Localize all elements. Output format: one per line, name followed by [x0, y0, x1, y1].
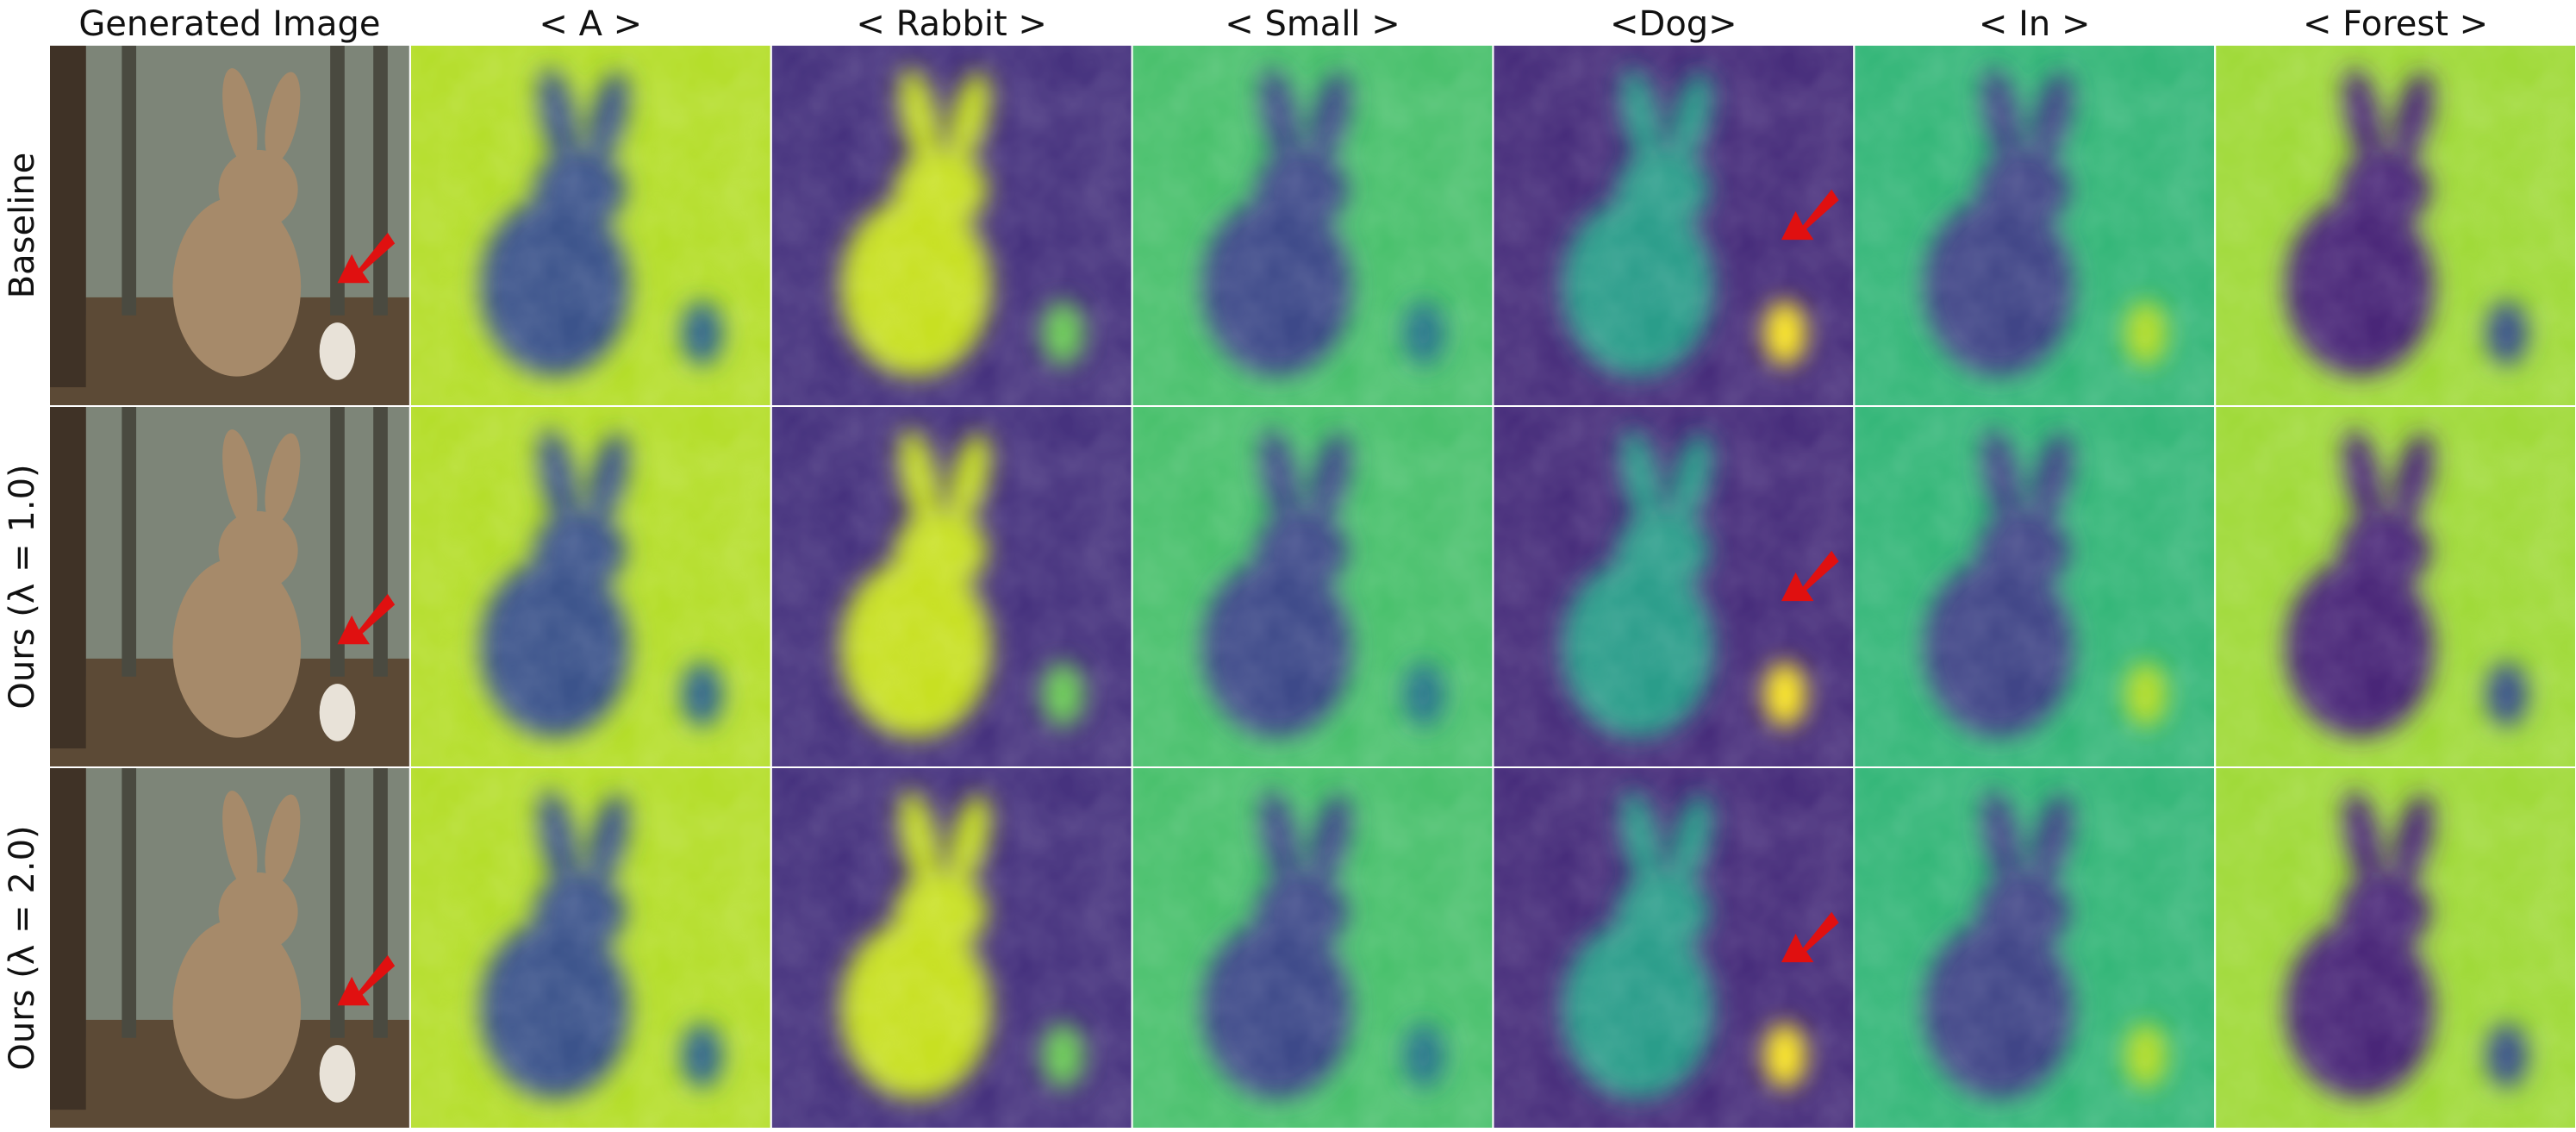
texture [2216, 46, 2575, 405]
texture [410, 46, 770, 405]
attention-map [410, 407, 770, 766]
red-arrow [1781, 911, 1839, 963]
red-arrow [1781, 189, 1839, 241]
attention-map [1132, 407, 1493, 766]
tree [373, 46, 388, 316]
column-header: <Dog> [1610, 4, 1737, 44]
attention-map [771, 46, 1132, 405]
red-arrow [337, 954, 396, 1006]
texture [771, 768, 1132, 1128]
attention-map [1494, 768, 1854, 1128]
texture [1132, 768, 1493, 1128]
tree [122, 768, 137, 1038]
red-arrow [337, 232, 396, 284]
column-header: Generated Image [78, 4, 380, 44]
texture [1855, 407, 2215, 766]
row-label: Ours (λ = 1.0) [3, 464, 42, 709]
texture [1132, 46, 1493, 405]
column-header: < Small > [1225, 4, 1400, 44]
attention-map [1494, 407, 1854, 766]
attention-map [1132, 768, 1493, 1128]
tree [373, 768, 388, 1038]
attention-map [771, 407, 1132, 766]
small-dog [319, 684, 356, 741]
texture [1132, 407, 1493, 766]
row-label: Ours (λ = 2.0) [3, 825, 42, 1070]
attention-map [1132, 46, 1493, 405]
red-arrow [337, 593, 396, 645]
tree [330, 407, 345, 677]
texture [2216, 407, 2575, 766]
tree [122, 46, 137, 316]
attention-map [1855, 768, 2215, 1128]
attention-map [2216, 768, 2575, 1128]
tree [373, 407, 388, 677]
red-arrow [1781, 550, 1839, 602]
tree-trunk [50, 46, 86, 388]
small-dog [319, 322, 356, 380]
attention-map [1494, 46, 1854, 405]
texture [410, 407, 770, 766]
tree-trunk [50, 407, 86, 749]
attention-map [1855, 46, 2215, 405]
column-header: < A > [539, 4, 642, 44]
texture [1855, 46, 2215, 405]
texture [771, 407, 1132, 766]
texture [2216, 768, 2575, 1128]
generated-image [50, 46, 409, 405]
column-header: < Forest > [2303, 4, 2488, 44]
tree [122, 407, 137, 677]
column-header: < In > [1979, 4, 2091, 44]
attention-map [1855, 407, 2215, 766]
generated-image [50, 407, 409, 766]
attention-map [2216, 407, 2575, 766]
texture [771, 46, 1132, 405]
texture [1855, 768, 2215, 1128]
row-label: Baseline [3, 153, 42, 299]
column-header: < Rabbit > [856, 4, 1046, 44]
attention-map [771, 768, 1132, 1128]
texture [410, 768, 770, 1128]
attention-map [2216, 46, 2575, 405]
small-dog [319, 1045, 356, 1103]
tree-trunk [50, 768, 86, 1110]
attention-map [410, 46, 770, 405]
generated-image [50, 768, 409, 1128]
attention-map [410, 768, 770, 1128]
tree [330, 46, 345, 316]
tree [330, 768, 345, 1038]
